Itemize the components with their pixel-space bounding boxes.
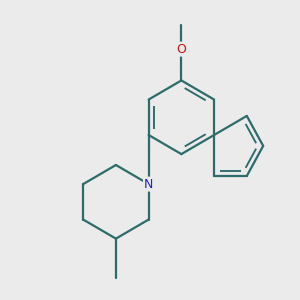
Text: O: O [176, 43, 186, 56]
Text: N: N [144, 178, 153, 190]
